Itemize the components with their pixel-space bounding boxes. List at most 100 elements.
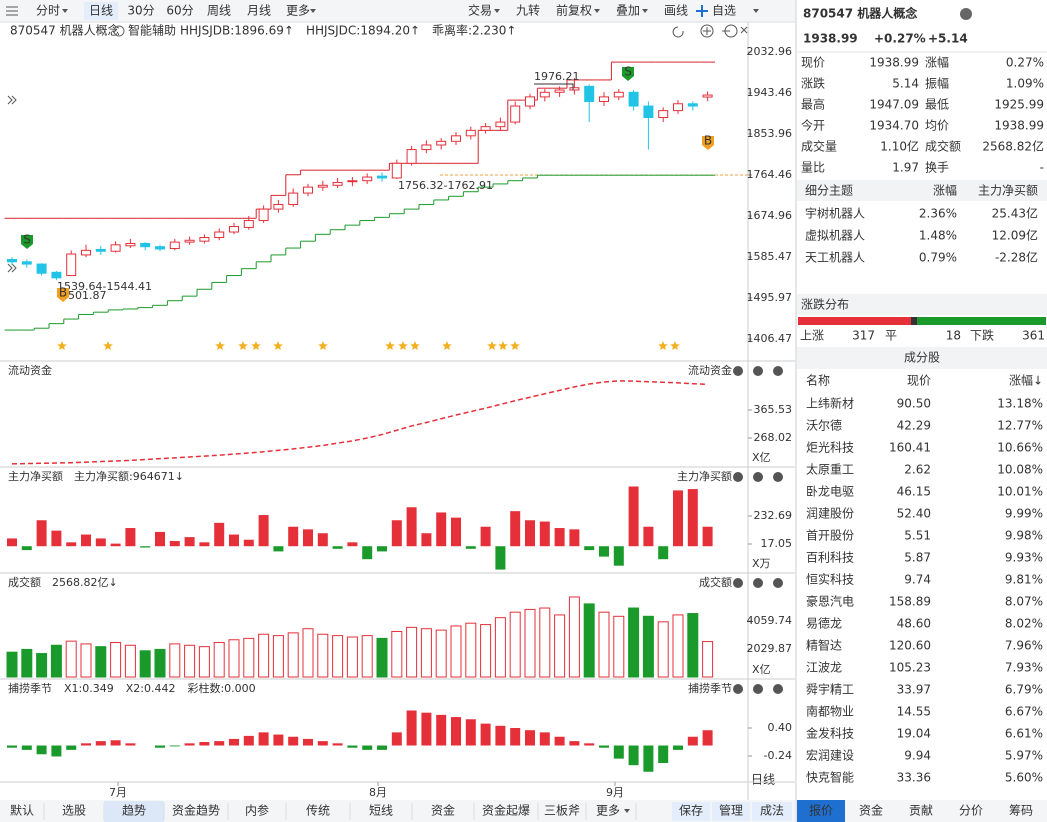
tool-button[interactable]: 九转 xyxy=(516,3,540,18)
stock-name[interactable]: 润建股份 xyxy=(806,507,854,521)
stock-name[interactable]: 沃尔德 xyxy=(806,418,842,433)
panel-tab[interactable]: 分价 xyxy=(959,804,983,818)
value-bar xyxy=(362,546,373,560)
pane-control[interactable] xyxy=(733,472,743,482)
stock-name[interactable]: 太原重工 xyxy=(806,462,854,477)
assist-icon[interactable] xyxy=(113,25,125,37)
stock-name[interactable]: 南都物业 xyxy=(806,704,854,719)
period-tab[interactable]: 月线 xyxy=(247,4,271,18)
candle-body xyxy=(451,135,461,142)
stock-name[interactable]: 宏润建设 xyxy=(806,748,854,763)
menu-icon[interactable] xyxy=(6,6,18,16)
tool-bg xyxy=(752,802,792,821)
y-tick-label: 1674.96 xyxy=(747,209,793,222)
stock-name[interactable]: 卧龙电驱 xyxy=(806,485,854,499)
value-bar xyxy=(66,542,77,547)
bottom-tool[interactable]: 保存 xyxy=(679,804,703,818)
pane-control[interactable] xyxy=(733,578,743,588)
tool-button[interactable]: 前复权 xyxy=(556,3,592,18)
bottom-tab[interactable]: 传统 xyxy=(306,803,330,818)
value-bar xyxy=(451,517,461,547)
y-tick-label: 0.40 xyxy=(768,721,793,734)
theme-name[interactable]: 虚拟机器人 xyxy=(805,229,865,243)
period-tab[interactable]: 60分 xyxy=(166,4,193,18)
bottom-tab[interactable]: 趋势 xyxy=(122,804,146,818)
collapse-icon[interactable] xyxy=(7,95,17,273)
tool-button[interactable]: 画线 xyxy=(664,4,688,18)
stocks-header[interactable]: 涨幅↓ xyxy=(1009,373,1043,388)
value-bar xyxy=(332,546,343,549)
period-tab[interactable]: 日线 xyxy=(89,4,113,18)
theme-name[interactable]: 宇树机器人 xyxy=(805,206,865,221)
theme-name[interactable]: 天工机器人 xyxy=(805,251,865,265)
stock-name[interactable]: 江波龙 xyxy=(806,661,842,675)
value-bar xyxy=(406,507,417,547)
pane-title: 成交额 xyxy=(8,575,41,589)
bottom-tab[interactable]: 资金趋势 xyxy=(172,803,220,818)
y-tick-label: 2032.96 xyxy=(747,45,793,58)
chart-control[interactable] xyxy=(703,27,711,35)
panel-tab[interactable]: 资金 xyxy=(859,803,883,818)
pane-control[interactable] xyxy=(753,366,763,376)
stock-name[interactable]: 金发科技 xyxy=(806,726,854,741)
period-tab[interactable]: 更多 xyxy=(286,4,310,18)
stock-price: 105.23 xyxy=(889,661,931,675)
bottom-tab[interactable]: 内参 xyxy=(245,803,269,818)
indicator-value: HHJSJDB:1896.69↑ xyxy=(180,24,294,38)
bottom-tool[interactable]: 管理 xyxy=(719,803,743,818)
panel-tab[interactable]: 筹码 xyxy=(1009,804,1033,818)
period-tab[interactable]: 分时 xyxy=(36,4,60,18)
stock-name[interactable]: 豪恩汽电 xyxy=(806,594,854,609)
stocks-header[interactable]: 现价 xyxy=(907,374,931,388)
period-tab[interactable]: 周线 xyxy=(207,4,231,18)
bottom-tab[interactable]: 默认 xyxy=(10,803,34,818)
stock-name[interactable]: 炬光科技 xyxy=(806,441,854,455)
chart-control[interactable] xyxy=(700,24,714,38)
chart-control[interactable] xyxy=(740,26,748,34)
volume-bar xyxy=(568,596,580,678)
bottom-tab[interactable]: 更多 xyxy=(596,804,620,818)
value-bar xyxy=(569,529,580,547)
period-tab[interactable]: 30分 xyxy=(127,4,154,18)
pane-control[interactable] xyxy=(773,684,783,694)
bottom-tab[interactable]: 资金 xyxy=(431,803,455,818)
volume-bar xyxy=(494,617,506,678)
assist-label[interactable]: 智能辅助 xyxy=(128,23,176,38)
y-tick-label: 232.69 xyxy=(754,509,793,522)
stock-name[interactable]: 上纬新材 xyxy=(806,396,854,411)
pane-control[interactable] xyxy=(753,472,763,482)
pane-control[interactable] xyxy=(733,366,743,376)
bottom-tool[interactable]: 成法 xyxy=(760,804,784,818)
stock-price: 33.97 xyxy=(897,683,931,697)
value-bar xyxy=(110,740,121,746)
pane-control[interactable] xyxy=(733,684,743,694)
stock-name[interactable]: 快克智能 xyxy=(806,770,854,785)
pane-control[interactable] xyxy=(773,366,783,376)
stocks-title: 成分股 xyxy=(904,351,940,365)
stock-name[interactable]: 易德龙 xyxy=(806,616,842,631)
panel-tab[interactable]: 贡献 xyxy=(909,803,933,818)
stock-name[interactable]: 精智达 xyxy=(806,638,842,653)
stock-name[interactable]: 百利科技 xyxy=(806,551,854,565)
bottom-tab[interactable]: 短线 xyxy=(369,804,393,818)
tool-button[interactable]: 自选 xyxy=(712,4,736,18)
bottom-tab[interactable]: 选股 xyxy=(62,804,86,818)
bottom-tab[interactable]: 资金起爆 xyxy=(482,803,530,818)
stock-name[interactable]: 恒实科技 xyxy=(806,572,854,587)
chart-control[interactable] xyxy=(672,26,684,38)
pane-control[interactable] xyxy=(773,472,783,482)
stock-price: 33.36 xyxy=(897,771,931,785)
value-bar xyxy=(465,719,476,746)
info-icon[interactable] xyxy=(960,8,972,20)
value-bar xyxy=(332,743,343,746)
pane-control[interactable] xyxy=(753,578,763,588)
tool-button[interactable]: 叠加 xyxy=(616,4,640,18)
tool-button[interactable]: 交易 xyxy=(468,3,492,18)
stock-name[interactable]: 首开股份 xyxy=(806,529,854,543)
pane-control[interactable] xyxy=(753,684,763,694)
chart-control[interactable] xyxy=(724,24,738,38)
stock-name[interactable]: 舜宇精工 xyxy=(806,682,854,697)
bottom-tab[interactable]: 三板斧 xyxy=(544,804,580,818)
pane-control[interactable] xyxy=(773,578,783,588)
panel-tab[interactable]: 报价 xyxy=(809,803,833,818)
